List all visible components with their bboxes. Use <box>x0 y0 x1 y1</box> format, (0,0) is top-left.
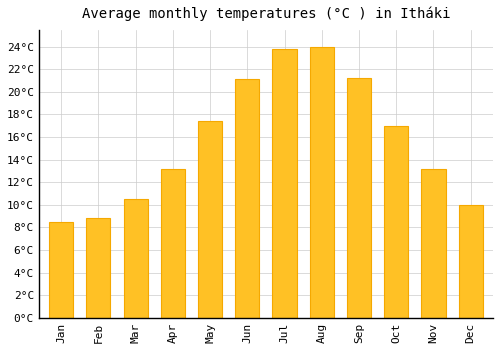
Bar <box>422 169 446 318</box>
Bar <box>235 79 260 318</box>
Bar <box>86 218 110 318</box>
Bar <box>49 222 73 318</box>
Bar <box>310 47 334 318</box>
Bar <box>347 78 371 318</box>
Bar <box>458 205 483 318</box>
Bar <box>198 121 222 318</box>
Bar <box>124 199 148 318</box>
Bar <box>160 169 185 318</box>
Bar <box>272 49 296 318</box>
Bar <box>384 126 408 318</box>
Title: Average monthly temperatures (°C ) in Itháki: Average monthly temperatures (°C ) in It… <box>82 7 450 21</box>
